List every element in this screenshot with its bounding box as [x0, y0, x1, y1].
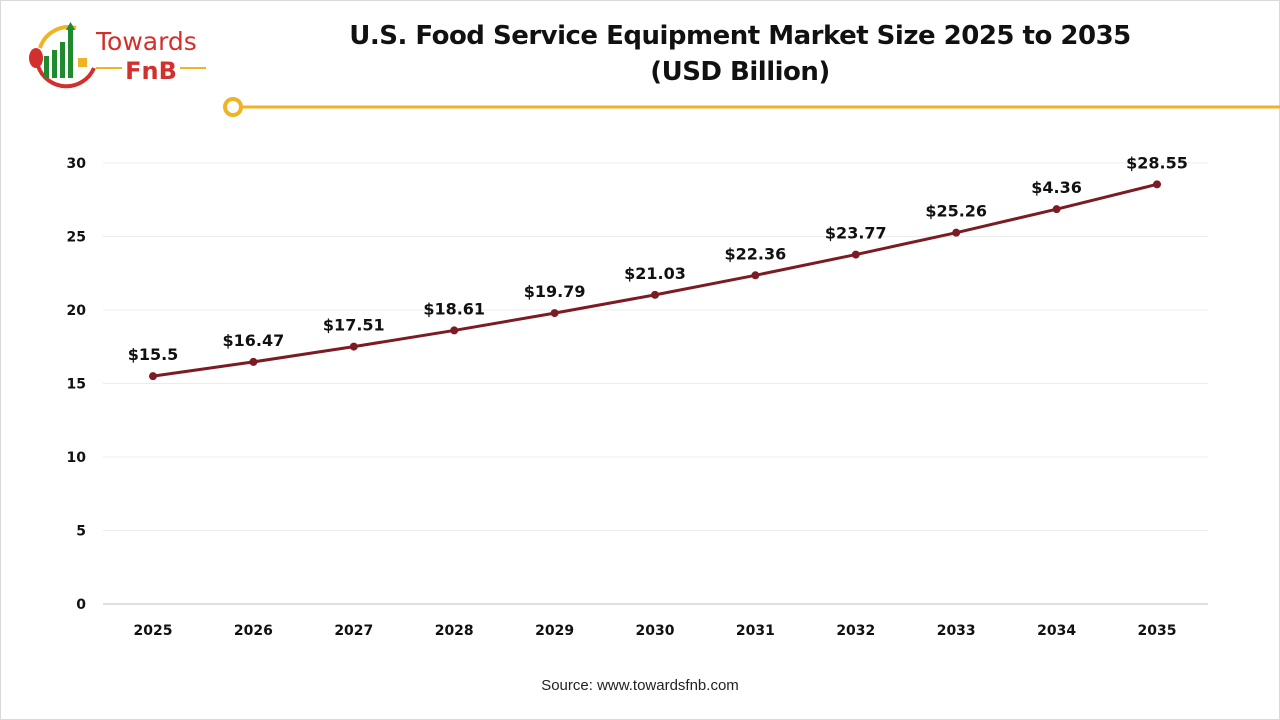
data-label: $18.61	[423, 299, 485, 318]
data-point	[550, 309, 559, 318]
logo-line1: Towards	[95, 27, 197, 56]
data-label: $16.47	[223, 331, 285, 350]
y-tick-label: 20	[67, 303, 87, 319]
x-tick-label: 2029	[535, 623, 574, 639]
data-label: $25.26	[925, 202, 987, 221]
data-point	[349, 342, 358, 351]
y-tick-label: 30	[67, 156, 87, 172]
x-tick-label: 2027	[334, 623, 373, 639]
x-tick-label: 2034	[1037, 623, 1076, 639]
chart-title: U.S. Food Service Equipment Market Size …	[290, 18, 1190, 90]
data-point	[651, 290, 659, 299]
subtitle-line: (USD Billion)	[650, 57, 830, 87]
data-point	[249, 357, 258, 366]
data-point	[751, 271, 760, 280]
x-tick-label: 2025	[134, 623, 173, 639]
data-point	[952, 228, 961, 237]
title-line: U.S. Food Service Equipment Market Size …	[349, 21, 1131, 51]
x-tick-label: 2032	[836, 623, 875, 639]
accent-line	[223, 97, 1280, 117]
x-tick-label: 2026	[234, 623, 273, 639]
data-point	[851, 250, 860, 259]
y-tick-label: 15	[67, 377, 86, 393]
data-point	[1052, 205, 1061, 214]
x-tick-label: 2035	[1138, 623, 1177, 639]
logo-line2: FnB	[125, 57, 177, 85]
x-tick-label: 2030	[636, 623, 675, 639]
data-label: $22.36	[725, 244, 787, 263]
data-label: $17.51	[323, 316, 385, 335]
data-point	[1153, 180, 1161, 189]
data-point	[149, 372, 157, 381]
logo-icon: Towards FnB	[29, 22, 206, 89]
source-note: Source: www.towardsfnb.com	[541, 677, 739, 694]
y-tick-label: 25	[67, 230, 86, 246]
data-label: $21.03	[624, 264, 686, 283]
logo: Towards FnB	[24, 18, 214, 90]
x-tick-label: 2031	[736, 623, 775, 639]
data-label: $4.36	[1031, 178, 1082, 197]
x-tick-label: 2033	[937, 623, 976, 639]
data-label: $19.79	[524, 282, 586, 301]
y-tick-label: 5	[76, 524, 86, 540]
data-label: $15.5	[128, 345, 179, 364]
data-label: $28.55	[1126, 153, 1188, 172]
x-tick-label: 2028	[435, 623, 474, 639]
y-tick-label: 0	[76, 597, 86, 613]
y-tick-label: 10	[67, 450, 87, 466]
data-label: $23.77	[825, 224, 887, 243]
data-point	[450, 326, 459, 335]
